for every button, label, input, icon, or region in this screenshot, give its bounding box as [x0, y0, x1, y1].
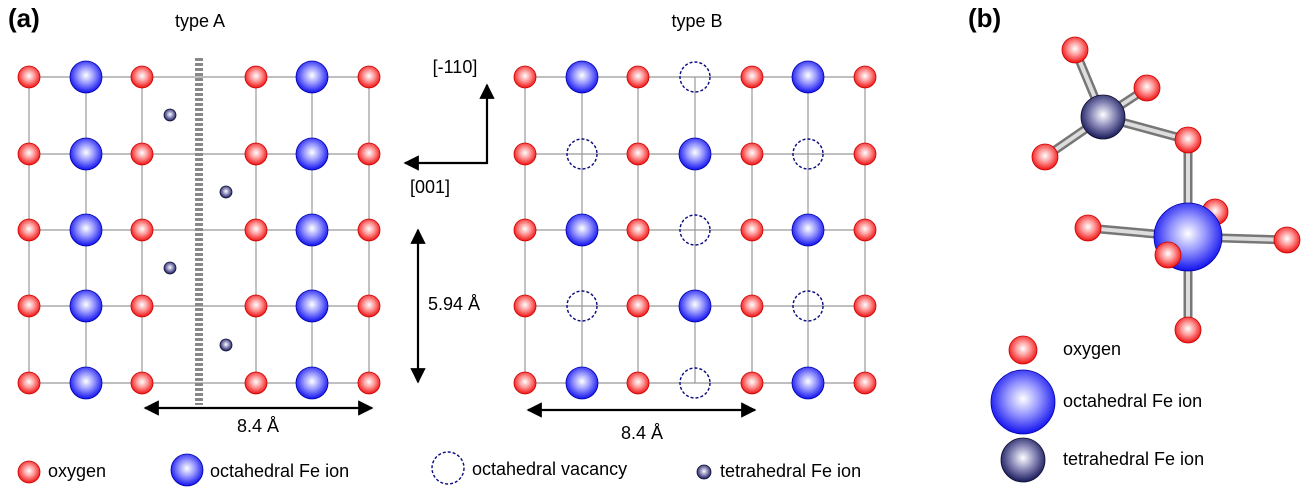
oxygen — [1155, 242, 1181, 268]
oxygen — [854, 295, 876, 317]
width-label: 8.4 Å — [621, 423, 663, 443]
oxygen — [18, 372, 40, 394]
oxygen — [245, 143, 267, 165]
oxygen — [741, 372, 763, 394]
oxygen — [1134, 75, 1160, 101]
oxygen — [245, 295, 267, 317]
oxygen — [854, 372, 876, 394]
figure: (a) type A type B [-110] [001] 5.94 Å 8.… — [0, 0, 1307, 488]
octahedral-fe — [792, 367, 824, 399]
octahedral-fe — [70, 367, 102, 399]
oxygen — [131, 372, 153, 394]
oxygen — [18, 66, 40, 88]
oxygen — [741, 295, 763, 317]
width-label: 8.4 Å — [237, 416, 279, 436]
oxygen — [1075, 215, 1101, 241]
tetrahedral-fe — [1081, 95, 1125, 139]
octahedral-fe — [296, 138, 328, 170]
oxygen — [1062, 37, 1088, 63]
oxygen — [18, 219, 40, 241]
oxygen — [1009, 336, 1037, 364]
height-label: 5.94 Å — [428, 294, 480, 314]
octahedral-fe — [171, 454, 203, 486]
oxygen — [627, 219, 649, 241]
legend-label: octahedral Fe ion — [1063, 391, 1202, 411]
oxygen — [245, 372, 267, 394]
tetrahedral-fe — [164, 109, 176, 121]
oxygen — [358, 143, 380, 165]
octahedral-fe — [296, 290, 328, 322]
oxygen — [358, 295, 380, 317]
oxygen — [1175, 317, 1201, 343]
oxygen — [18, 143, 40, 165]
oxygen — [358, 219, 380, 241]
type-b-title: type B — [671, 11, 722, 31]
octahedral-fe — [566, 61, 598, 93]
octahedral-fe — [70, 138, 102, 170]
oxygen — [1274, 227, 1300, 253]
oxygen — [514, 66, 536, 88]
oxygen — [131, 66, 153, 88]
tetrahedral-fe — [164, 262, 176, 274]
oxygen — [131, 143, 153, 165]
octahedral-fe — [792, 61, 824, 93]
tetrahedral-fe — [220, 186, 232, 198]
oxygen — [245, 219, 267, 241]
oxygen — [627, 372, 649, 394]
octahedral-fe — [991, 370, 1055, 434]
oxygen — [741, 219, 763, 241]
oxygen — [358, 372, 380, 394]
legend-label: tetrahedral Fe ion — [720, 461, 861, 481]
panel-label: (b) — [968, 3, 1001, 33]
octahedral-fe — [296, 367, 328, 399]
tetrahedral-fe — [220, 339, 232, 351]
oxygen — [18, 461, 40, 483]
legend-label: tetrahedral Fe ion — [1063, 449, 1204, 469]
octahedral-fe — [296, 214, 328, 246]
oxygen — [627, 295, 649, 317]
octahedral-fe — [679, 290, 711, 322]
oxygen — [131, 219, 153, 241]
axis-arrow — [405, 85, 487, 163]
oxygen — [514, 372, 536, 394]
legend-label: oxygen — [48, 461, 106, 481]
oxygen — [627, 66, 649, 88]
type-a-title: type A — [175, 11, 225, 31]
tetrahedral-fe — [697, 465, 711, 479]
legend-label: octahedral vacancy — [472, 459, 627, 479]
oxygen — [514, 143, 536, 165]
octahedral-fe — [70, 290, 102, 322]
oxygen — [854, 66, 876, 88]
oxygen — [358, 66, 380, 88]
axis-label: [001] — [410, 177, 450, 197]
octahedral-fe — [679, 138, 711, 170]
oxygen — [1032, 144, 1058, 170]
oxygen — [514, 295, 536, 317]
oxygen — [854, 143, 876, 165]
octahedral-fe — [70, 61, 102, 93]
octahedral-fe — [566, 214, 598, 246]
oxygen — [514, 219, 536, 241]
oxygen — [245, 66, 267, 88]
panel-label: (a) — [8, 3, 40, 33]
octahedral-fe — [792, 214, 824, 246]
oxygen — [18, 295, 40, 317]
legend-label: oxygen — [1063, 339, 1121, 359]
vacancy — [432, 452, 464, 484]
octahedral-fe — [70, 214, 102, 246]
oxygen — [741, 66, 763, 88]
oxygen — [854, 219, 876, 241]
oxygen — [1175, 127, 1201, 153]
legend-label: octahedral Fe ion — [210, 461, 349, 481]
oxygen — [741, 143, 763, 165]
octahedral-fe — [566, 367, 598, 399]
axis-label: [-110] — [433, 57, 478, 77]
drawing — [18, 37, 1300, 486]
tetrahedral-fe — [1001, 438, 1045, 482]
oxygen — [627, 143, 649, 165]
oxygen — [131, 295, 153, 317]
octahedral-fe — [296, 61, 328, 93]
